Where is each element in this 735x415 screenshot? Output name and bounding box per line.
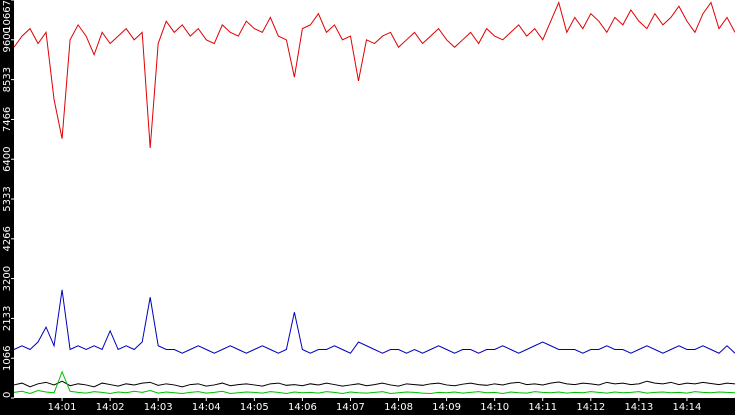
y-tick-label: 7466 [2,107,13,132]
x-tick-label: 14:13 [624,402,653,413]
y-tick-label: 5333 [2,186,13,211]
y-tick-label: 3200 [2,266,13,291]
x-tick-label: 14:01 [48,402,77,413]
x-tick-label: 14:03 [144,402,173,413]
x-tick-label: 14:09 [432,402,461,413]
x-tick-label: 14:12 [576,402,605,413]
y-tick-label: 4266 [2,226,13,251]
y-tick-label: 2133 [2,306,13,331]
x-axis-strip [0,398,735,415]
series-line [13,0,735,149]
y-tick-label: 0 [2,392,13,398]
x-tick-label: 14:07 [336,402,365,413]
x-tick-label: 14:05 [240,402,269,413]
y-axis-strip [0,0,14,415]
x-tick-label: 14:10 [480,402,509,413]
series-line [13,380,735,388]
y-tick-label: 6400 [2,146,13,171]
y-tick-label: 10667 [2,0,13,32]
x-tick-label: 14:04 [192,402,221,413]
y-tick-label: 9600 [2,27,13,52]
series-line [13,289,735,354]
x-tick-label: 14:06 [288,402,317,413]
x-tick-label: 14:14 [673,402,702,413]
x-tick-label: 14:02 [96,402,125,413]
x-tick-label: 14:08 [384,402,413,413]
series-line [13,370,735,395]
y-tick-label: 1066 [2,345,13,370]
y-tick-label: 8533 [2,67,13,92]
x-tick-label: 14:11 [528,402,557,413]
